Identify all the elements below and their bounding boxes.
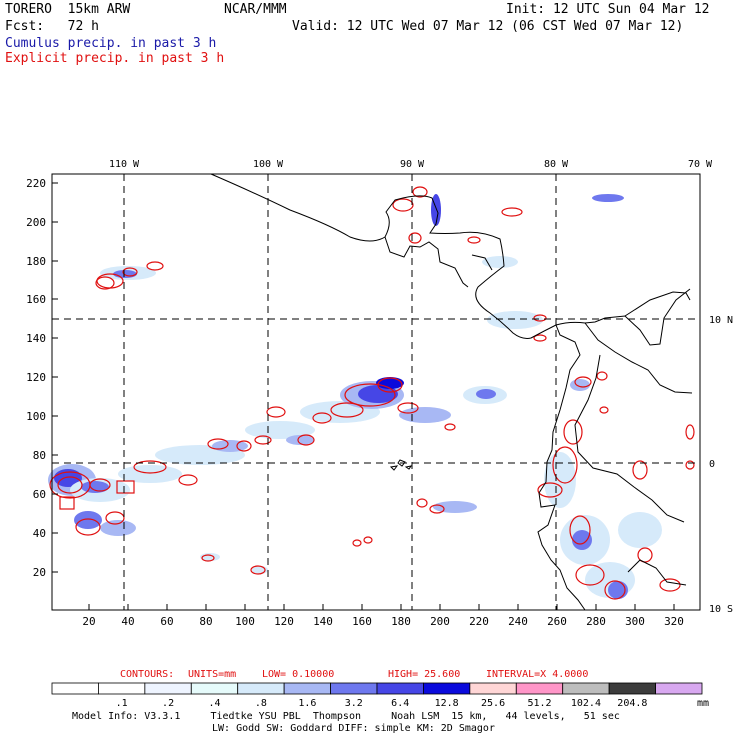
axis-tick-marks [52,182,675,610]
x-tick-label: 60 [160,615,173,628]
model-name: TORERO 15km ARW [5,2,131,17]
contours-label: CONTOURS: [120,669,174,680]
legend-threshold-label: .1 [116,698,128,709]
legend-threshold-label: 6.4 [391,698,409,709]
valid-time: Valid: 12 UTC Wed 07 Mar 12 (06 CST Wed … [292,19,684,34]
legend-color-box [515,682,564,695]
y-tick-label: 160 [26,293,46,306]
x-tick-label: 120 [274,615,294,628]
y-tick-label: 60 [33,488,46,501]
x-tick-label: 260 [547,615,567,628]
x-tick-label: 200 [430,615,450,628]
y-tick-label: 180 [26,255,46,268]
legend-color-box [376,682,424,695]
x-tick-label: 20 [82,615,95,628]
lon-label-80w: 80 W [544,159,569,170]
x-tick-label: 40 [121,615,134,628]
legend-color-box [98,682,146,695]
legend-color-box [655,682,703,695]
y-tick-label: 200 [26,216,46,229]
legend-color-box [190,682,239,695]
model-info-line1: Model Info: V3.3.1 Tiedtke YSU PBL Thomp… [72,711,620,722]
field-cumulus-label: Cumulus precip. in past 3 h [5,36,217,51]
y-tick-label: 140 [26,332,46,345]
legend-threshold-label: 12.8 [435,698,459,709]
color-legend-bar [51,682,703,695]
map-frame [51,173,701,611]
lat-lon-grid [52,174,700,610]
x-tick-label: 280 [586,615,606,628]
lon-label-100w: 100 W [253,159,284,170]
legend-unit: mm [697,698,709,709]
model-info-line2: LW: Godd SW: Goddard DIFF: simple KM: 2D… [212,723,495,734]
x-tick-label: 80 [199,615,212,628]
legend-threshold-label: .2 [162,698,174,709]
y-tick-label: 120 [26,371,46,384]
x-tick-label: 300 [625,615,645,628]
contours-units: UNITS=mm [188,669,236,680]
field-explicit-label: Explicit precip. in past 3 h [5,51,225,66]
legend-color-box [51,682,99,695]
lat-label-10s: 10 S [709,604,733,615]
legend-threshold-label: .8 [255,698,267,709]
contours-low: LOW= 0.10000 [262,669,334,680]
x-tick-label: 180 [391,615,411,628]
contours-high: HIGH= 25.600 [388,669,460,680]
y-tick-label: 220 [26,177,46,190]
legend-color-box [469,682,517,695]
contours-interval: INTERVAL=X 4.0000 [486,669,588,680]
x-tick-label: 240 [508,615,528,628]
forecast-hour: Fcst: 72 h [5,19,99,34]
x-tick-label: 220 [469,615,489,628]
legend-threshold-label: 1.6 [298,698,316,709]
y-tick-label: 100 [26,410,46,423]
x-tick-label: 140 [313,615,333,628]
x-tick-label: 160 [352,615,372,628]
coastlines [210,173,693,611]
legend-threshold-label: 3.2 [345,698,363,709]
y-tick-label: 40 [33,527,46,540]
lon-label-70w: 70 W [688,159,713,170]
lon-label-110w: 110 W [109,159,140,170]
legend-color-box [283,682,331,695]
lon-label-90w: 90 W [400,159,425,170]
y-tick-label: 80 [33,449,46,462]
x-tick-label: 320 [664,615,684,628]
legend-color-box [423,682,471,695]
legend-threshold-label: 204.8 [617,698,647,709]
legend-threshold-label: .4 [208,698,220,709]
legend-color-box [562,682,610,695]
init-time: Init: 12 UTC Sun 04 Mar 12 [506,2,710,17]
y-tick-label: 20 [33,566,46,579]
lat-label-10n: 10 N [709,315,733,326]
legend-threshold-label: 102.4 [571,698,601,709]
legend-color-box [330,682,378,695]
explicit-precip-contours [49,186,695,600]
lat-label-0: 0 [709,459,715,470]
cumulus-precip-shading [48,194,662,599]
legend-color-box [608,682,656,695]
center-name: NCAR/MMM [224,2,287,17]
legend-threshold-label: 51.2 [527,698,551,709]
x-tick-label: 100 [235,615,255,628]
legend-threshold-label: 25.6 [481,698,505,709]
legend-color-box [237,682,285,695]
legend-color-box [144,682,192,695]
